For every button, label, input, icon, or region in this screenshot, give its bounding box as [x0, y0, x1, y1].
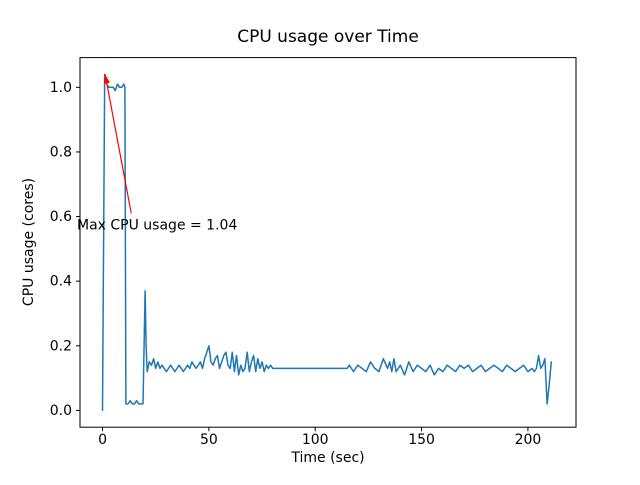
y-tick-label: 0.2: [50, 338, 72, 354]
x-tick-label: 50: [200, 432, 218, 448]
x-tick-label: 100: [302, 432, 329, 448]
annotation-arrow: [104, 74, 132, 214]
x-tick-label: 0: [98, 432, 107, 448]
y-tick-label: 0.6: [50, 209, 72, 225]
x-axis-label: Time (sec): [290, 450, 364, 466]
plot-area: [79, 57, 577, 428]
x-axis-ticks: 0 50 100 150 200: [98, 427, 541, 448]
chart-title: CPU usage over Time: [237, 27, 419, 47]
y-tick-label: 0.4: [50, 274, 72, 290]
y-axis-ticks: 0.0 0.2 0.4 0.6 0.8 1.0: [50, 80, 80, 419]
x-tick-label: 200: [515, 432, 542, 448]
max-annotation-text: Max CPU usage = 1.04: [77, 218, 237, 234]
cpu-usage-line: [101, 73, 553, 412]
y-tick-label: 0.8: [50, 144, 72, 160]
y-tick-label: 1.0: [50, 80, 72, 96]
annotation-arrowhead-icon: [103, 74, 110, 84]
y-tick-label: 0.0: [50, 403, 72, 419]
x-tick-label: 150: [408, 432, 435, 448]
y-axis-label: CPU usage (cores): [21, 178, 37, 306]
